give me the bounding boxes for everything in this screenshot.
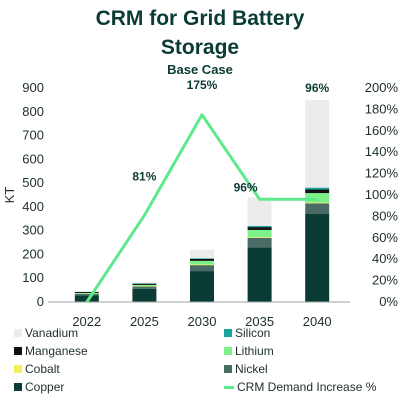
line-data-label: 81% xyxy=(132,169,156,183)
chart-title-line-2: Storage xyxy=(160,36,240,59)
bar-segment-cobalt xyxy=(190,264,214,266)
demand-increase-line xyxy=(85,113,318,303)
chart-subtitle: Base Case xyxy=(167,62,233,77)
legend-item: Cobalt xyxy=(14,362,60,376)
line-data-label: 96% xyxy=(305,81,329,95)
bar-segment-vanadium xyxy=(190,249,214,259)
bar-segment-silicon xyxy=(190,258,214,259)
bar-segment-lithium xyxy=(247,229,272,238)
legend-line-swatch xyxy=(224,385,234,389)
bar-segment-nickel xyxy=(247,237,272,248)
legend-label: Copper xyxy=(25,380,65,394)
chart-title: CRM for Grid Battery Storage xyxy=(0,4,400,62)
legend-item: Vanadium xyxy=(14,326,78,340)
legend-label: Nickel xyxy=(235,362,268,376)
crm-stacked-bar-chart: 0 100 200 300 400 500 600 700 800 900 0% 20% 40% 60%… xyxy=(2,78,399,329)
bar-stacks xyxy=(74,99,330,302)
legend-swatch xyxy=(224,347,232,355)
legend-swatch xyxy=(14,329,22,337)
legend-label: Vanadium xyxy=(25,326,79,340)
bar-segment-copper xyxy=(305,214,330,302)
left-y-tick-label: 800 xyxy=(22,104,44,119)
bar-segment-silicon xyxy=(247,225,272,228)
right-y-tick-label: 180% xyxy=(365,101,399,116)
bar-segment-vanadium xyxy=(305,99,330,188)
bar-segment-nickel xyxy=(305,203,330,215)
legend-label: Lithium xyxy=(235,344,274,358)
legend-swatch xyxy=(224,365,232,373)
bar-segment-vanadium xyxy=(132,282,157,284)
x-tick-label: 2030 xyxy=(188,314,217,329)
legend-item: Nickel xyxy=(224,362,268,376)
legend-item: Silicon xyxy=(224,326,270,340)
bar-segment-manganese xyxy=(74,292,99,293)
bar-segment-vanadium xyxy=(247,197,272,226)
line-data-label: 96% xyxy=(234,180,258,194)
legend-swatch xyxy=(14,365,22,373)
legend-swatch xyxy=(14,347,22,355)
right-y-tick-label: 20% xyxy=(372,273,398,288)
bar-segment-nickel xyxy=(74,293,99,296)
legend-item: Copper xyxy=(14,380,64,394)
bar-segment-nickel xyxy=(190,265,214,272)
bar-segment-copper xyxy=(190,271,214,302)
legend-item: Lithium xyxy=(224,344,274,358)
legend-swatch xyxy=(224,329,232,337)
left-y-tick-label: 700 xyxy=(22,128,44,143)
left-y-axis: 0 100 200 300 400 500 600 700 800 900 xyxy=(22,80,44,309)
left-y-tick-label: 100 xyxy=(22,270,44,285)
left-y-tick-label: 500 xyxy=(22,175,44,190)
left-y-tick-label: 400 xyxy=(22,199,44,214)
bar-segment-manganese xyxy=(305,189,330,194)
bar-segment-manganese xyxy=(190,258,214,261)
left-y-tick-label: 300 xyxy=(22,223,44,238)
left-y-tick-label: 0 xyxy=(37,294,44,309)
x-axis: 2022 2025 2030 2035 2040 xyxy=(48,301,350,329)
bar-segment-cobalt xyxy=(247,237,272,238)
legend-item: CRM Demand Increase % xyxy=(224,380,376,394)
right-y-tick-label: 200% xyxy=(365,80,399,95)
bar-segment-manganese xyxy=(132,283,157,285)
y-axis-label: KT xyxy=(2,187,17,204)
bar-segment-copper xyxy=(132,288,157,302)
bar-segment-silicon xyxy=(305,187,330,190)
right-y-tick-label: 120% xyxy=(365,166,399,181)
legend-label: CRM Demand Increase % xyxy=(237,380,377,394)
x-tick-label: 2040 xyxy=(303,314,332,329)
right-y-tick-label: 0% xyxy=(379,294,398,309)
right-y-tick-label: 160% xyxy=(365,123,399,138)
left-y-tick-label: 900 xyxy=(22,80,44,95)
bar-segment-copper xyxy=(247,247,272,302)
legend-label: Silicon xyxy=(235,326,271,340)
bar-segment-lithium xyxy=(190,260,214,265)
bar-segment-copper xyxy=(74,295,99,302)
legend-swatch xyxy=(14,383,22,391)
left-y-tick-label: 600 xyxy=(22,151,44,166)
legend-label: Cobalt xyxy=(25,362,60,376)
bar-segment-lithium xyxy=(132,284,157,287)
right-y-tick-label: 60% xyxy=(372,230,398,245)
right-y-axis: 0% 20% 40% 60% 80% 100% 120% 140% 160% 180% 200% xyxy=(365,80,399,309)
bar-segment-manganese xyxy=(247,227,272,230)
left-y-tick-label: 200 xyxy=(22,246,44,261)
bar-segment-lithium xyxy=(74,292,99,294)
legend-item: Manganese xyxy=(14,344,88,358)
right-y-tick-label: 40% xyxy=(372,251,398,266)
demand-increase-line-layer: 81% 175% 96% 96% xyxy=(85,78,330,303)
x-tick-label: 2025 xyxy=(130,314,159,329)
bar-segment-cobalt xyxy=(305,202,330,204)
right-y-tick-label: 80% xyxy=(372,208,398,223)
chart-title-line-1: CRM for Grid Battery xyxy=(95,7,305,30)
right-y-tick-label: 140% xyxy=(365,144,399,159)
legend-label: Manganese xyxy=(25,344,88,358)
bar-segment-nickel xyxy=(132,286,157,289)
x-tick-label: 2022 xyxy=(72,314,101,329)
line-data-label: 175% xyxy=(187,78,218,92)
right-y-tick-label: 100% xyxy=(365,187,399,202)
x-tick-label: 2035 xyxy=(245,314,274,329)
